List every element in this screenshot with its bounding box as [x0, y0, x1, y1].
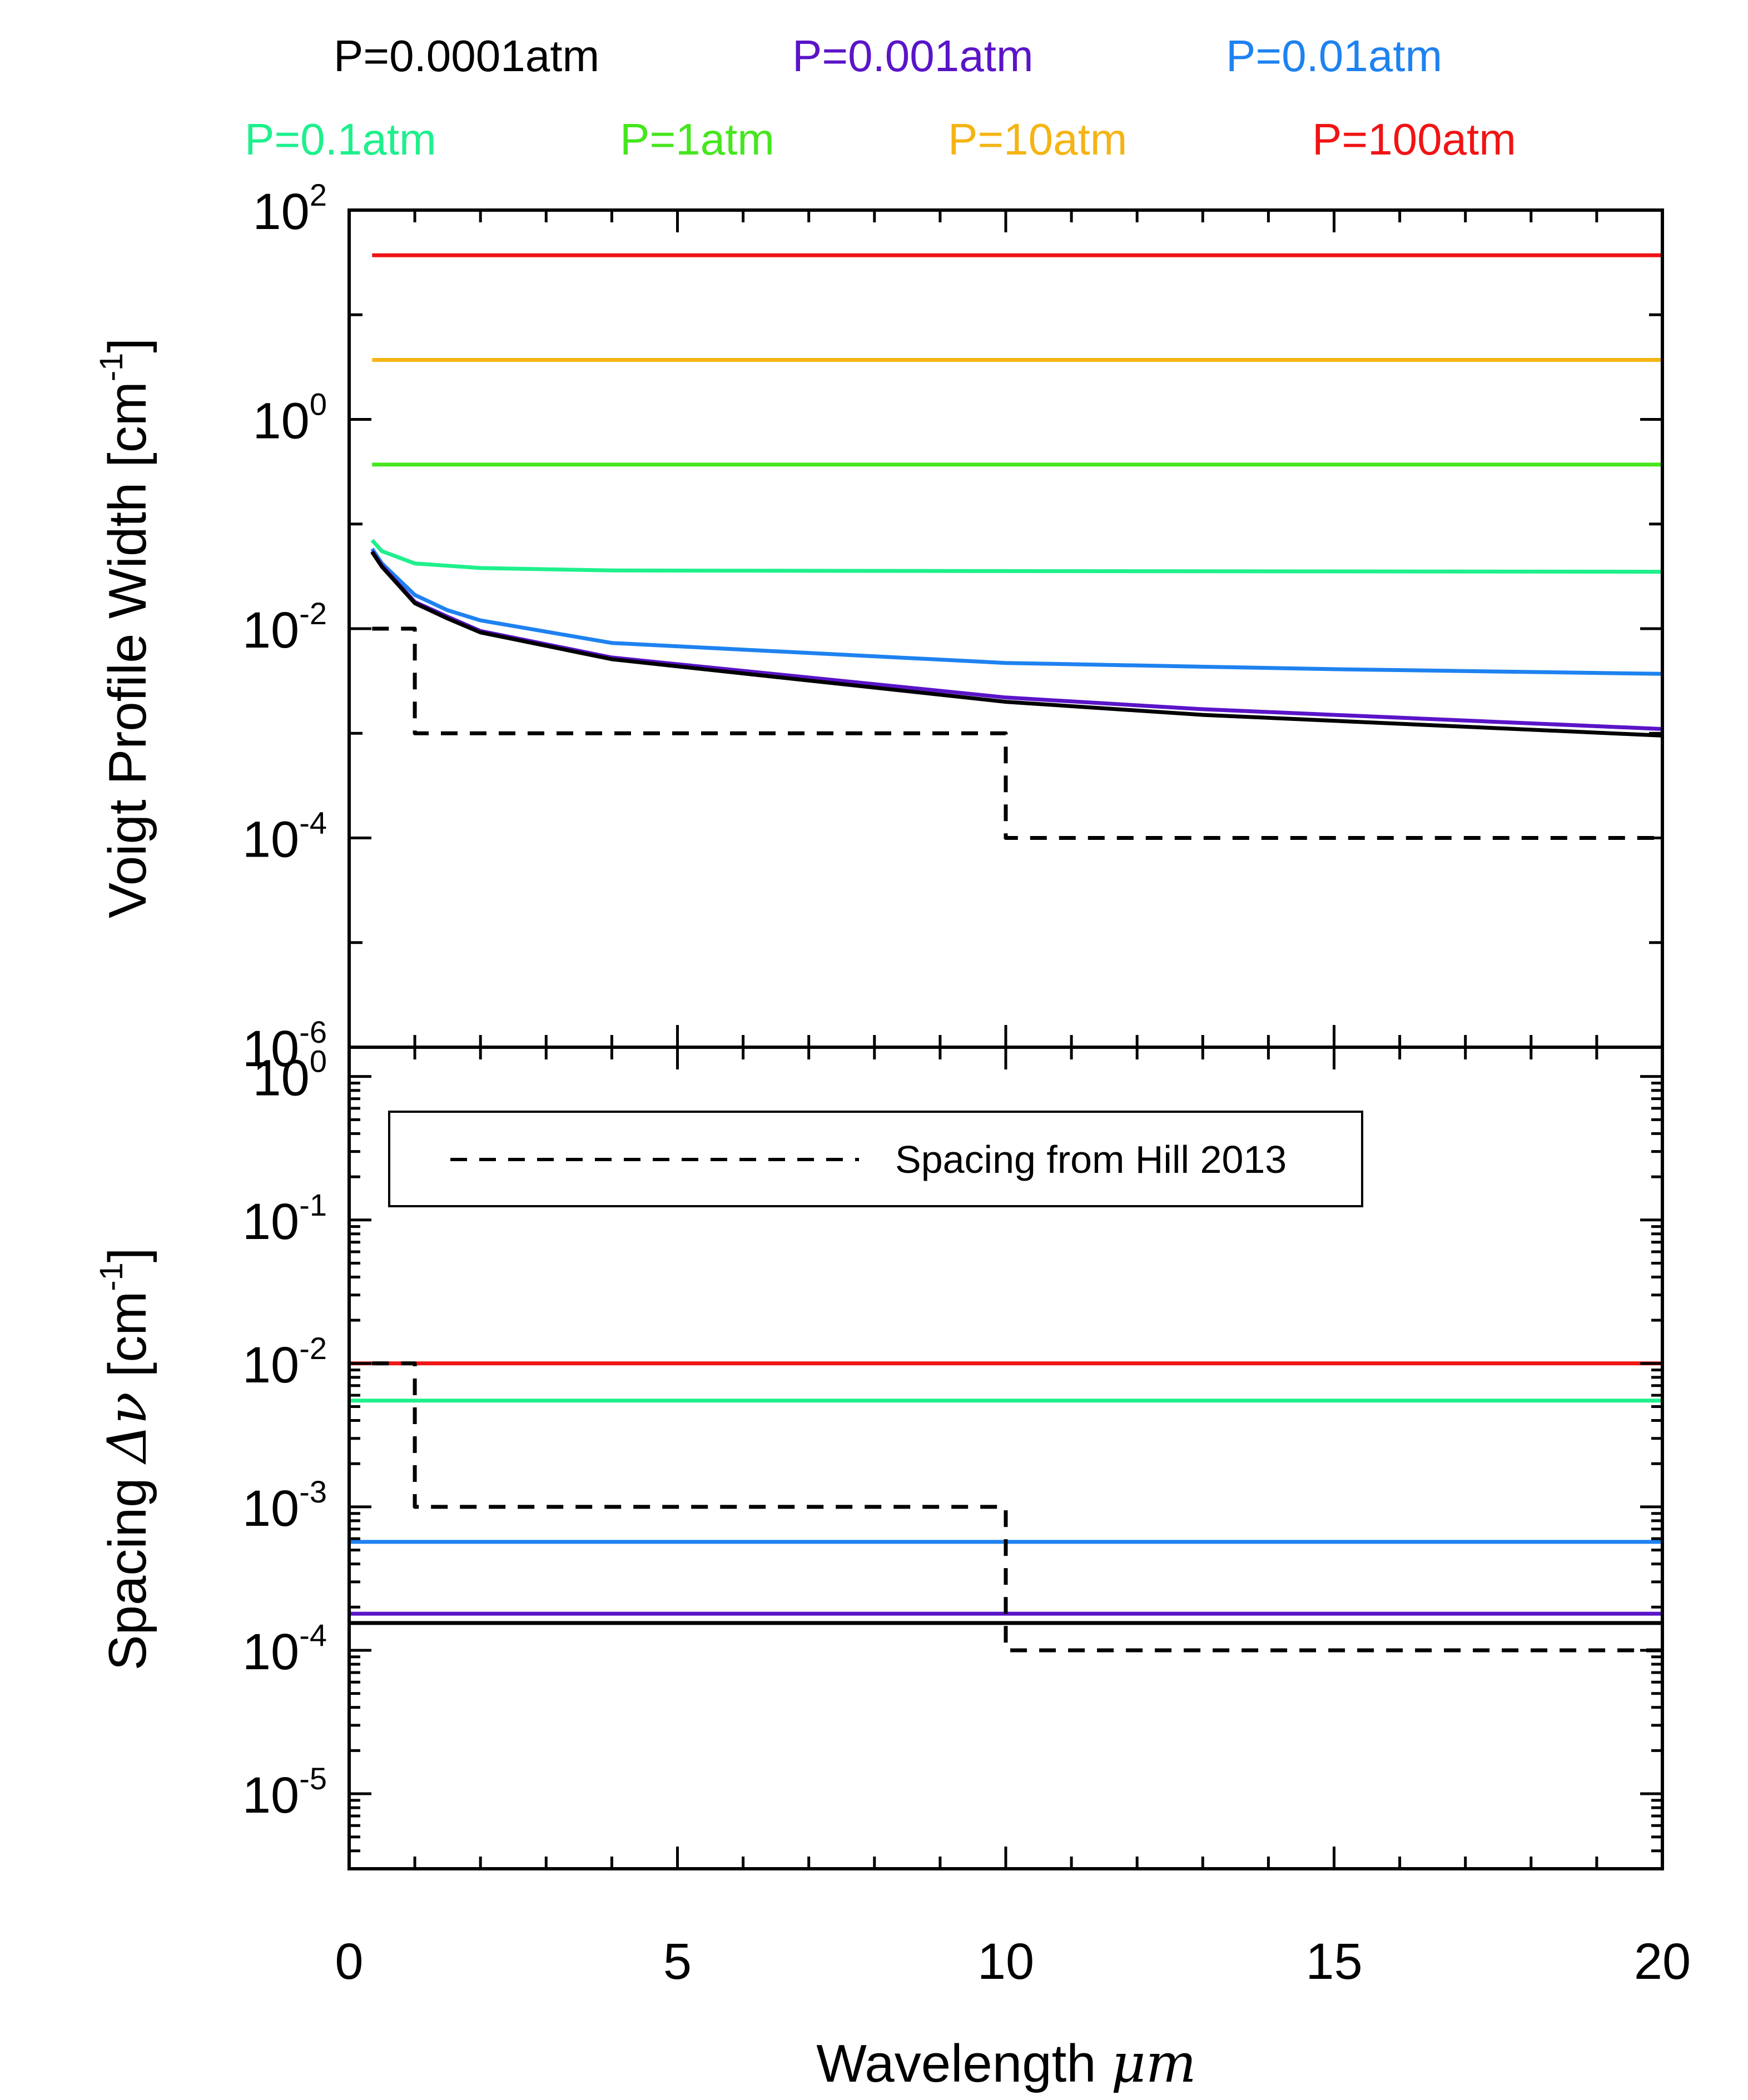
x-tick-label: 0 — [335, 1933, 363, 1990]
bottom-ytick-label: 10-3 — [242, 1474, 327, 1537]
bottom-ytick-label: 10-4 — [242, 1618, 327, 1680]
top-panel: 102 100 10-2 10-4 10-6 — [242, 177, 1664, 1077]
legend-entry-p10atm: P=10atm — [948, 115, 1127, 164]
legend-entry-p001: P=0.001atm — [792, 31, 1034, 81]
bottom-series-group — [349, 1361, 1662, 1653]
bottom-tick-marks — [347, 1047, 1664, 1870]
bottom-ytick-label: 10-5 — [242, 1761, 327, 1824]
legend: P=0.0001atm P=0.001atm P=0.01atm P=0.1at… — [245, 31, 1516, 164]
legend-entry-p1: P=0.1atm — [245, 115, 436, 164]
x-axis-title: Wavelength μm — [816, 2032, 1196, 2094]
top-ytick-label: 102 — [253, 177, 327, 240]
top-series-p-0-01atm — [370, 548, 1663, 676]
spacing-legend-box: Spacing from Hill 2013 — [388, 1111, 1363, 1207]
x-tick-label: 15 — [1305, 1933, 1362, 1990]
bottom-panel: 100 10-1 10-2 10-3 10-4 10-5 Spacing from Hil… — [242, 1044, 1664, 1870]
bottom-series-spacing-from-hill-2013 — [372, 1361, 1662, 1653]
top-series-p-0-0001atm — [370, 551, 1663, 738]
top-ytick-label: 100 — [253, 387, 327, 450]
top-ytick-label: 10-4 — [242, 805, 327, 868]
legend-entry-p01: P=0.01atm — [1226, 31, 1442, 81]
x-tick-label: 20 — [1634, 1933, 1691, 1990]
top-series-spacing-from-hill-2013 — [372, 626, 1662, 840]
legend-entry-p1atm: P=1atm — [620, 115, 774, 164]
x-tick-label: 10 — [977, 1933, 1034, 1990]
bottom-ytick-label: 100 — [253, 1044, 327, 1107]
bottom-plot-frame — [347, 1046, 1664, 1870]
bottom-y-axis-title: Spacing Δν [cm-1] — [93, 1248, 158, 1671]
top-ytick-label: 10-6 — [242, 1014, 327, 1077]
x-tick-label: 5 — [663, 1933, 692, 1990]
bottom-ytick-label: 10-1 — [242, 1187, 327, 1250]
x-tick-labels: 0 5 10 15 20 — [335, 1933, 1691, 1990]
bottom-ytick-label: 10-2 — [242, 1331, 327, 1394]
top-ytick-label: 10-2 — [242, 596, 327, 659]
top-y-axis-title: Voigt Profile Width [cm-1] — [93, 338, 157, 918]
top-series-p-0-1atm — [370, 539, 1663, 574]
top-series-group — [370, 253, 1663, 840]
legend-entry-p0001: P=0.0001atm — [334, 31, 599, 81]
legend-box-label: Spacing from Hill 2013 — [895, 1138, 1287, 1181]
bottom-y-tick-labels: 100 10-1 10-2 10-3 10-4 10-5 — [242, 1044, 327, 1824]
top-y-tick-labels: 102 100 10-2 10-4 10-6 — [242, 177, 327, 1077]
legend-entry-p100atm: P=100atm — [1312, 115, 1516, 164]
